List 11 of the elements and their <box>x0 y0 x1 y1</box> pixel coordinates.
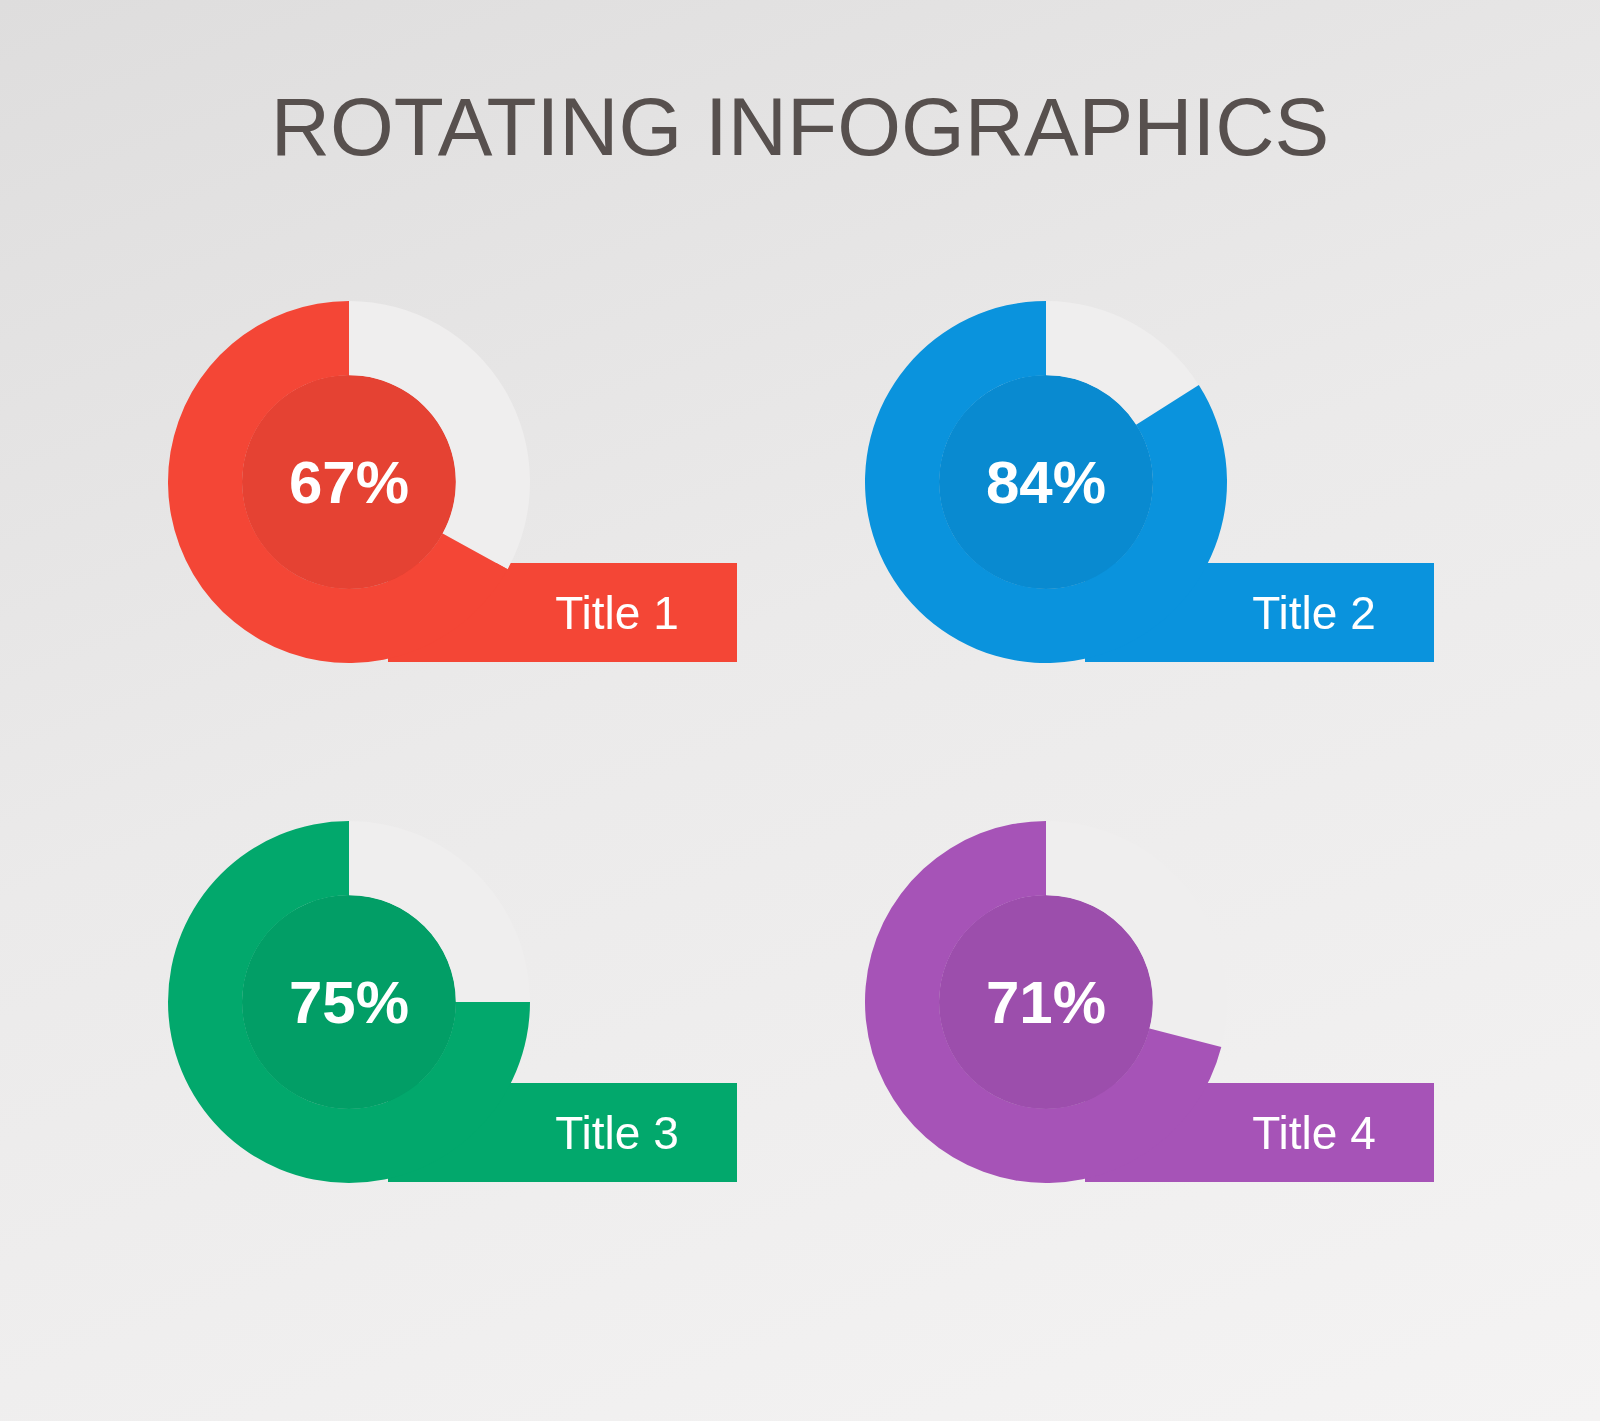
data-label: 71% <box>986 969 1107 1036</box>
donut-slice <box>168 301 508 663</box>
text: Title 3 <box>555 1107 679 1160</box>
data-label: 84% <box>986 449 1107 516</box>
donut-slice <box>865 301 1227 663</box>
text: Title 1 <box>555 587 679 640</box>
text: Title 4 <box>1252 1107 1376 1160</box>
data-label: 67% <box>289 449 410 516</box>
data-label: 75% <box>289 969 410 1036</box>
text: ROTATING INFOGRAPHICS <box>270 80 1330 174</box>
text: Title 2 <box>1252 587 1376 640</box>
